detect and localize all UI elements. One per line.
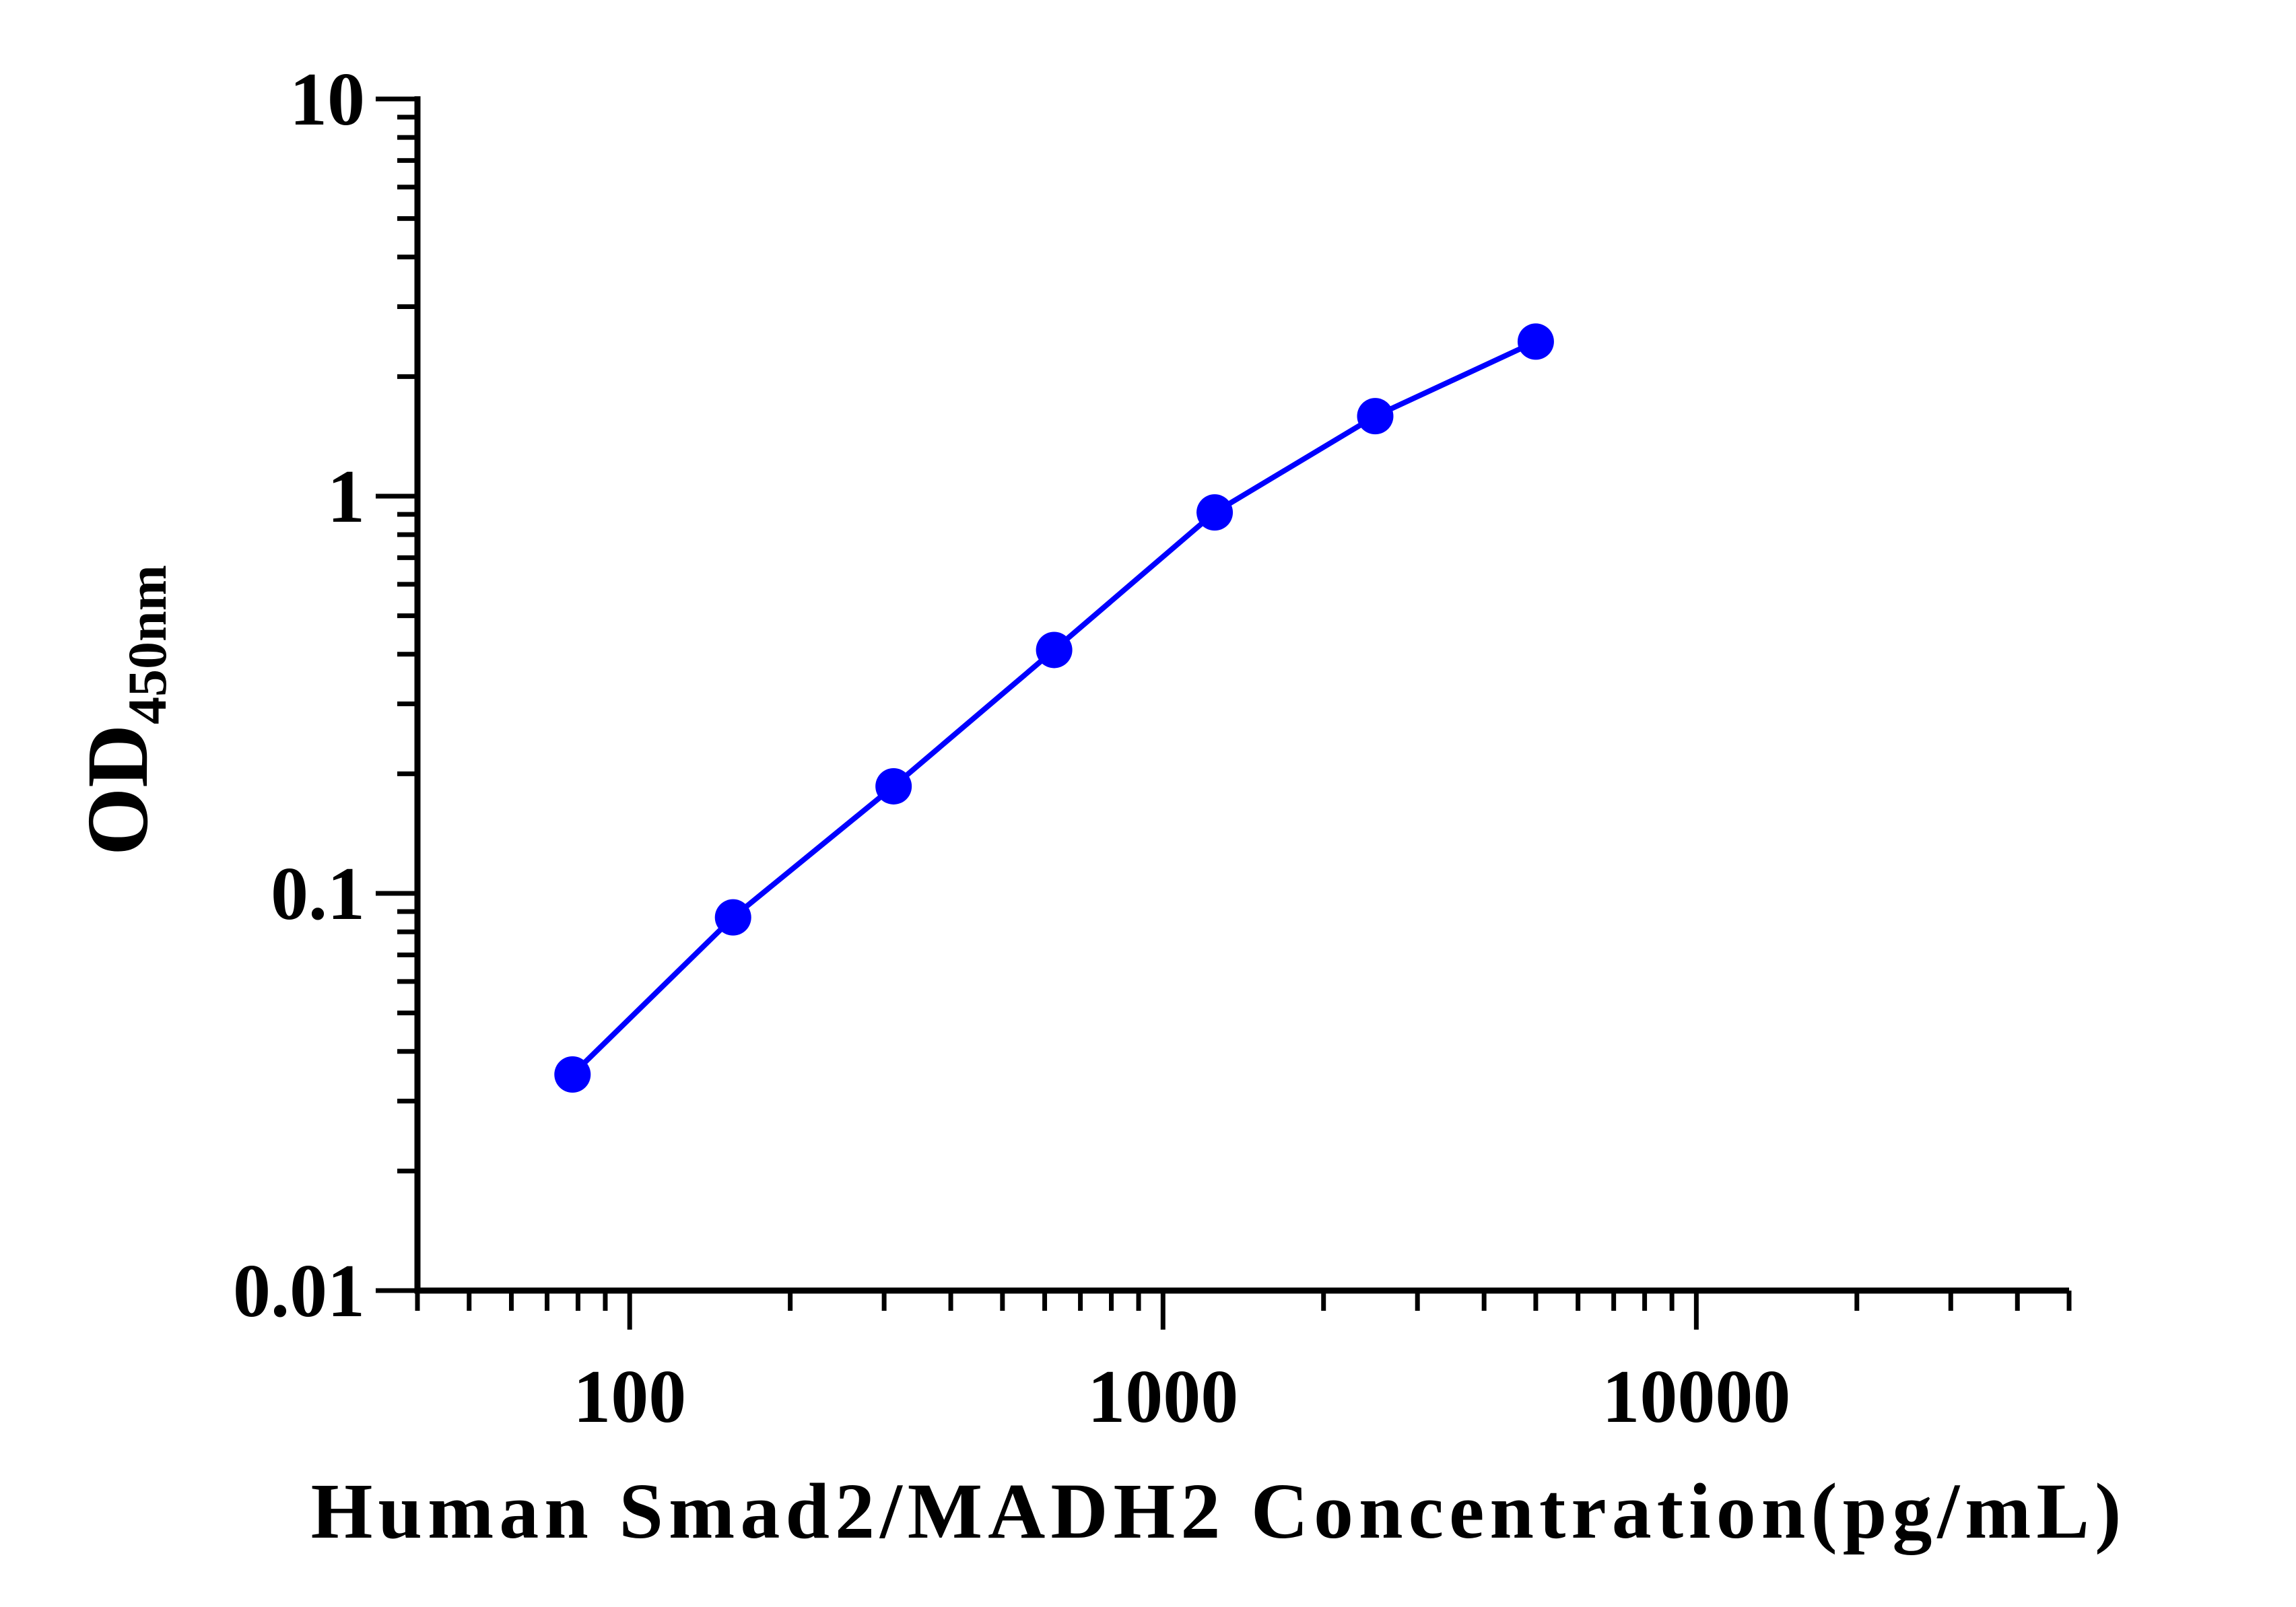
y-axis-title: OD450nm <box>69 565 178 856</box>
y-tick-label: 1 <box>327 455 365 539</box>
y-axis-title-subscript: 450nm <box>116 565 178 724</box>
series-layer <box>554 323 1554 1093</box>
x-tick-label: 1000 <box>1087 1355 1238 1439</box>
x-axis-title: Human Smad2/MADH2 Concentration(pg/mL) <box>311 1467 2127 1555</box>
axes: 0.01 0.1 1 10 100 1000 10000 <box>233 58 2072 1439</box>
data-point <box>1357 398 1394 435</box>
y-tick-label: 10 <box>290 58 365 141</box>
y-tick-label: 0.01 <box>233 1250 365 1333</box>
y-tick-label: 0.1 <box>271 852 365 936</box>
data-point <box>1196 494 1234 531</box>
data-point <box>875 767 912 805</box>
series-line <box>570 339 1537 1076</box>
y-axis-title-main: OD <box>69 724 166 856</box>
x-tick-label: 100 <box>573 1355 686 1439</box>
data-point <box>1036 631 1073 669</box>
x-tick-label: 10000 <box>1602 1355 1790 1439</box>
data-point <box>554 1056 591 1093</box>
data-point <box>1517 323 1554 360</box>
data-point <box>714 899 751 936</box>
